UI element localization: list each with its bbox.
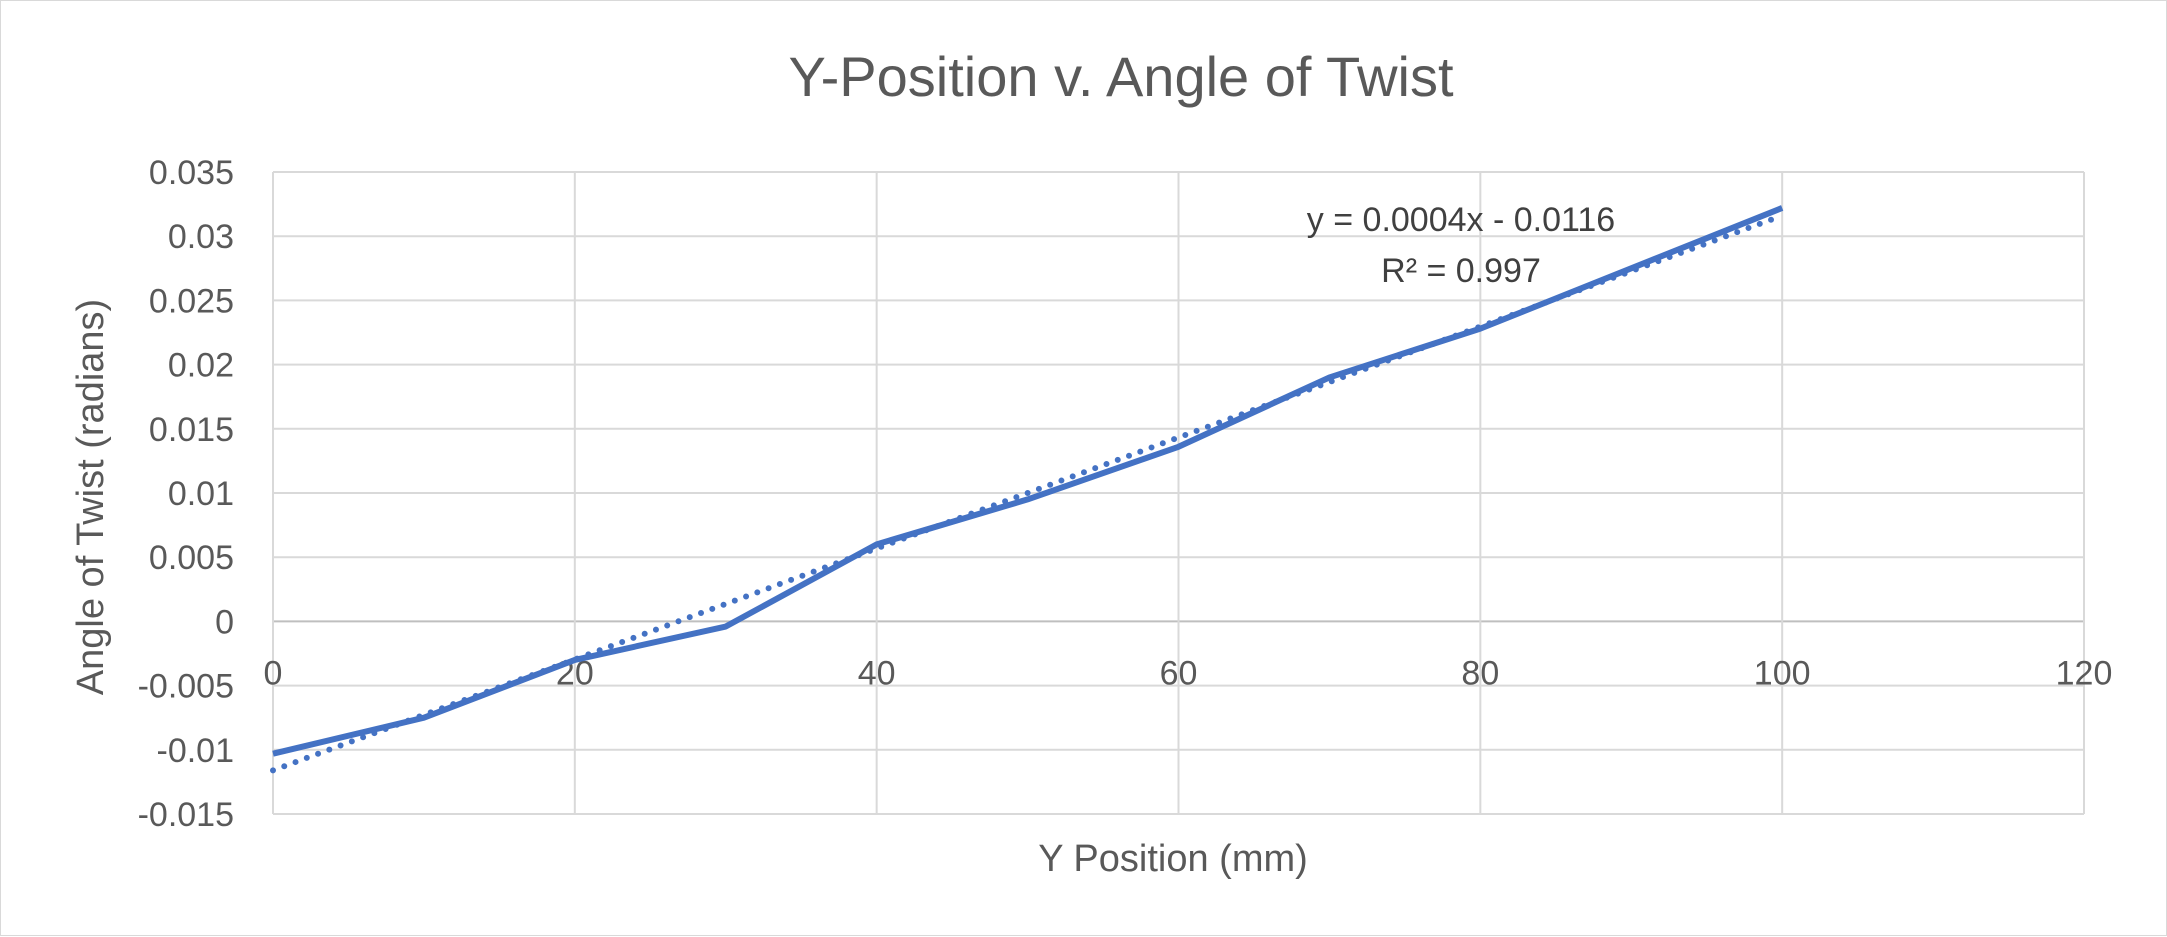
y-tick-label: 0.015 [149,411,234,449]
x-tick-label: 120 [2056,654,2113,692]
y-axis-title: Angle of Twist (radians) [70,299,112,695]
data-point [1781,207,1783,209]
data-point [876,543,878,545]
y-tick-label: 0.01 [168,475,234,513]
trendline-equation-label: y = 0.0004x - 0.0116 [1307,201,1615,239]
data-point [725,626,727,628]
tick-labels: -0.015 -0.01 -0.005 0 0.005 0.01 0.015 0.02 0.02… [138,154,2113,834]
y-tick-label: -0.005 [138,668,234,706]
y-tick-label: 0.02 [168,347,234,385]
data-point [1630,267,1632,269]
trendline [270,212,1786,774]
series-line [272,205,1784,757]
y-tick-label: 0.035 [149,154,234,192]
x-tick-label: 0 [264,654,283,692]
x-tick-label: 100 [1754,654,1811,692]
x-tick-label: 80 [1461,654,1499,692]
series-layer [270,205,1786,774]
data-point [1328,376,1330,378]
y-tick-label: 0.005 [149,539,234,577]
data-point [1479,328,1481,330]
data-point [1178,446,1180,448]
x-tick-label: 60 [1160,654,1198,692]
y-tick-label: -0.015 [138,796,234,834]
data-point [1027,498,1029,500]
x-tick-label: 40 [858,654,896,692]
gridlines [272,171,2085,815]
y-tick-label: -0.01 [157,732,235,770]
data-point [272,753,274,755]
trendline-r-squared-label: R² = 0.997 [1381,252,1541,290]
data-point [574,659,576,661]
y-tick-label: 0.03 [168,218,234,256]
y-tick-label: 0.025 [149,282,234,320]
chart-title: Y-Position v. Angle of Twist [788,45,1454,108]
y-tick-label: 0 [215,603,234,641]
data-point [423,717,425,719]
x-axis-title: Y Position (mm) [1038,838,1308,880]
